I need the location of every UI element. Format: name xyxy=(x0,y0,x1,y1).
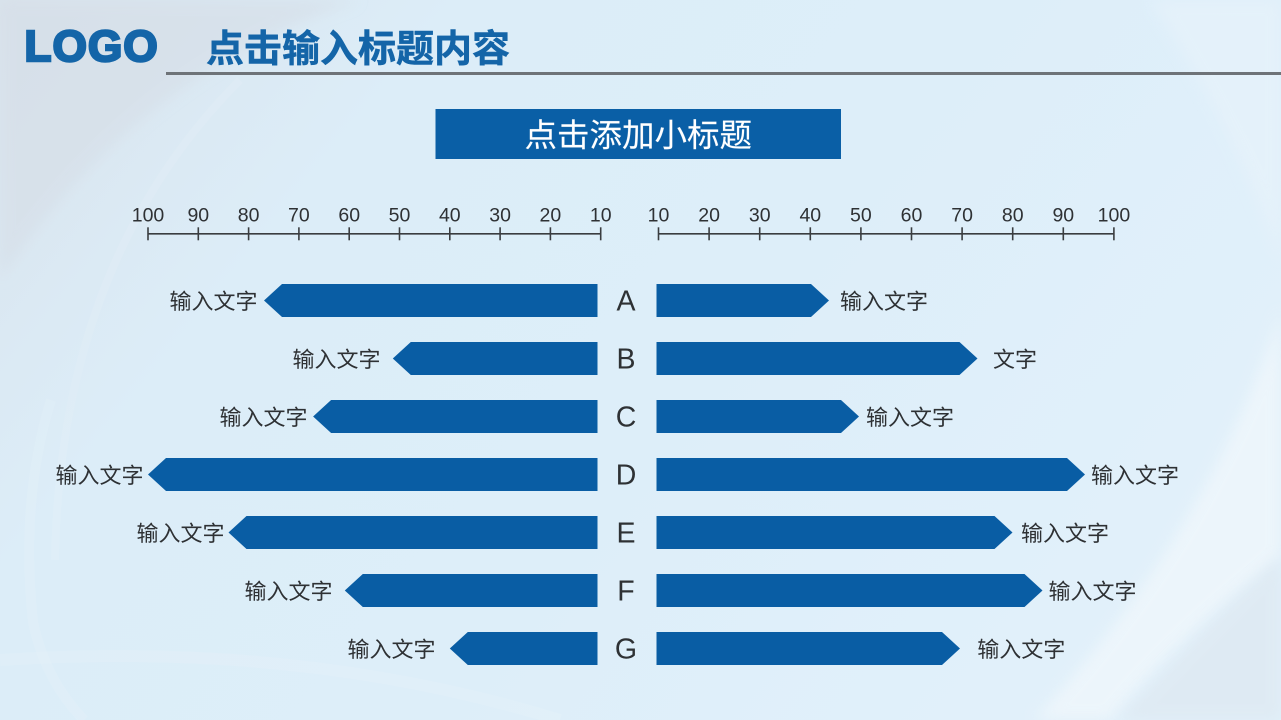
svg-text:20: 20 xyxy=(540,205,562,227)
svg-text:F: F xyxy=(617,576,634,608)
svg-text:10: 10 xyxy=(590,205,612,227)
svg-text:E: E xyxy=(616,518,635,550)
svg-text:B: B xyxy=(616,344,635,376)
svg-text:40: 40 xyxy=(439,205,461,227)
svg-text:50: 50 xyxy=(850,205,872,227)
svg-text:90: 90 xyxy=(1052,205,1074,227)
svg-text:50: 50 xyxy=(389,205,411,227)
svg-text:D: D xyxy=(616,460,637,492)
svg-text:10: 10 xyxy=(648,205,670,227)
svg-text:A: A xyxy=(616,286,635,318)
svg-text:LOGO: LOGO xyxy=(25,22,159,71)
svg-text:40: 40 xyxy=(799,205,821,227)
svg-text:80: 80 xyxy=(1002,205,1024,227)
svg-text:60: 60 xyxy=(338,205,360,227)
svg-text:G: G xyxy=(615,634,637,666)
svg-text:90: 90 xyxy=(187,205,209,227)
svg-text:80: 80 xyxy=(238,205,260,227)
svg-text:60: 60 xyxy=(901,205,923,227)
svg-text:70: 70 xyxy=(288,205,310,227)
svg-text:70: 70 xyxy=(951,205,973,227)
svg-text:30: 30 xyxy=(489,205,511,227)
svg-text:100: 100 xyxy=(1098,205,1131,227)
svg-text:30: 30 xyxy=(749,205,771,227)
svg-text:100: 100 xyxy=(132,205,165,227)
svg-text:C: C xyxy=(616,402,637,434)
svg-text:20: 20 xyxy=(698,205,720,227)
